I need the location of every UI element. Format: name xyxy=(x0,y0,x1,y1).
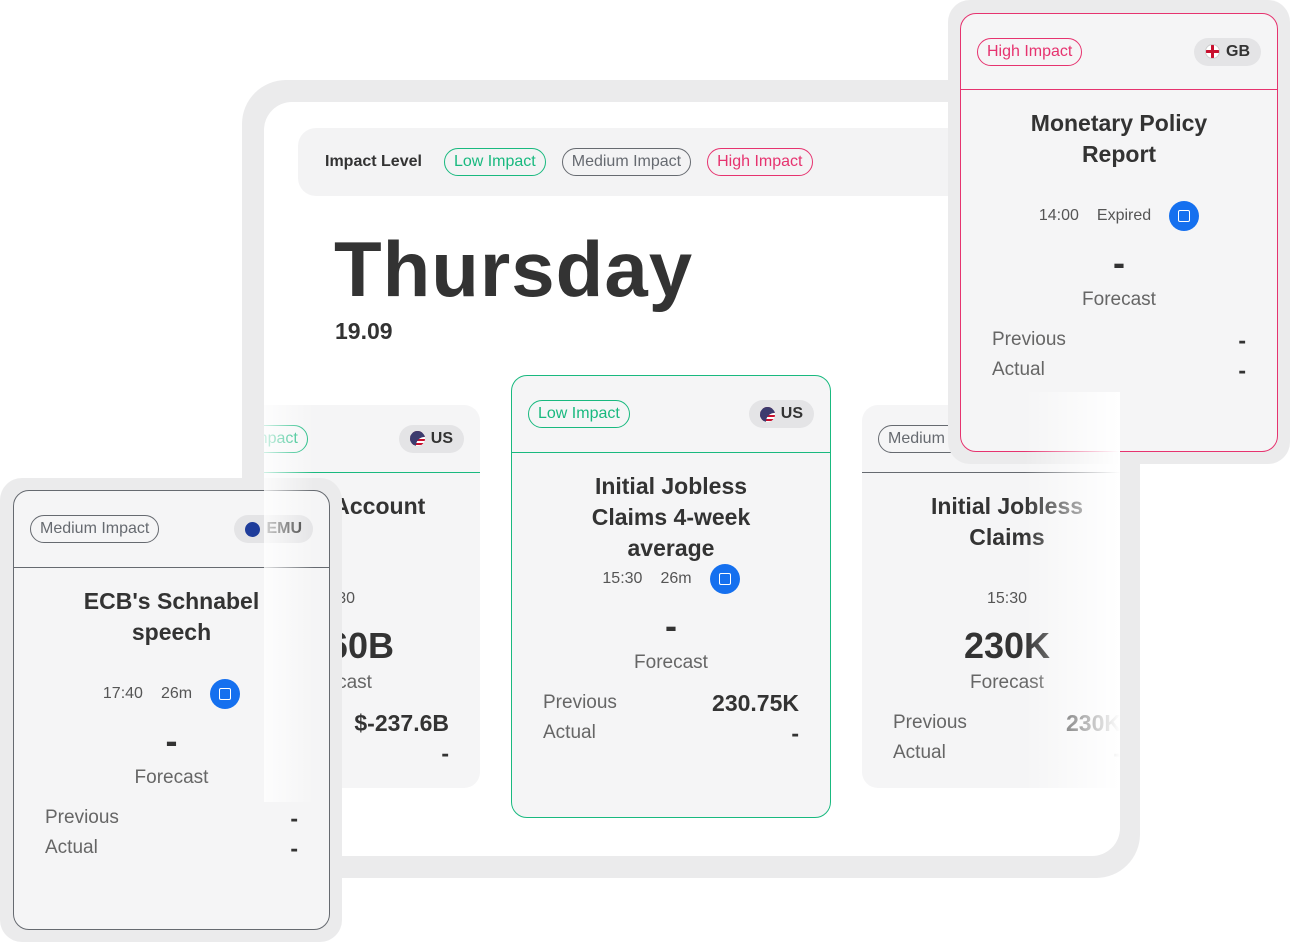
previous-label: Previous xyxy=(893,712,967,733)
filter-options: Low Impact Medium Impact High Impact xyxy=(443,148,813,176)
event-time: 15:30 xyxy=(986,590,1028,607)
actual-value: - xyxy=(441,739,449,766)
previous-label: Previous xyxy=(45,807,119,828)
previous-value: - xyxy=(290,804,298,831)
event-time: 15:30 xyxy=(602,570,643,587)
country-code: GB xyxy=(1226,42,1250,60)
event-card[interactable]: High Impact GB Monetary Policy Report 14:00… xyxy=(960,13,1278,452)
previous-label: Previous xyxy=(543,692,617,713)
country-pill: US xyxy=(748,400,814,428)
calendar-icon xyxy=(219,688,232,700)
actual-value: - xyxy=(1238,356,1246,383)
add-calendar-button[interactable] xyxy=(210,679,241,709)
event-title: Initial Jobless Claims 4-week average xyxy=(591,473,751,561)
flag-icon xyxy=(759,406,775,422)
actual-row: Actual - xyxy=(14,833,329,863)
countdown: Expired xyxy=(1096,207,1152,224)
previous-value: $-237.6B xyxy=(354,709,449,736)
actual-label: Actual xyxy=(543,722,596,743)
forecast-value: - xyxy=(1113,242,1125,283)
day-date: 19.09 xyxy=(335,318,393,344)
filter-label: Impact Level xyxy=(325,153,422,170)
filter-option[interactable]: Low Impact xyxy=(443,148,546,176)
time-row: 14:00 Expired xyxy=(961,201,1277,231)
previous-value: - xyxy=(1238,326,1246,353)
event-title: ECB's Schnabel speech xyxy=(83,588,260,645)
calendar-icon xyxy=(1178,210,1191,222)
filter-bar: Impact Level Low Impact Medium Impact High… xyxy=(298,128,1058,196)
forecast-label: Forecast xyxy=(1082,289,1156,310)
previous-row: Previous - xyxy=(14,803,329,833)
event-time: 14:00 xyxy=(1038,207,1079,224)
countdown: 26m xyxy=(160,685,193,702)
impact-badge: Medium Impact xyxy=(30,515,160,543)
actual-row: Actual - xyxy=(512,718,830,748)
time-row: 15:30 xyxy=(862,584,1120,614)
forecast-value: - xyxy=(165,720,178,761)
forecast-value: - xyxy=(665,605,677,646)
fade xyxy=(264,392,314,802)
countdown: 26m xyxy=(660,570,692,587)
country-pill: US xyxy=(398,424,464,453)
flag-icon xyxy=(1205,44,1220,59)
flag-icon xyxy=(409,431,425,446)
add-calendar-button[interactable] xyxy=(1169,201,1200,231)
time-row: 17:40 26m xyxy=(14,679,329,709)
calendar-icon xyxy=(718,573,731,585)
actual-value: - xyxy=(290,834,298,861)
filter-option[interactable]: High Impact xyxy=(707,148,813,176)
flag-icon xyxy=(245,521,261,537)
actual-row: Actual - xyxy=(961,355,1277,385)
previous-row: Previous 230.75K xyxy=(512,688,830,718)
event-card[interactable]: Low Impact US Initial Jobless Claims 4-wee… xyxy=(511,375,831,818)
event-title: Monetary Policy Report xyxy=(1030,110,1208,167)
country-code: US xyxy=(430,429,453,447)
actual-label: Actual xyxy=(992,359,1045,380)
day-name: Thursday xyxy=(334,225,694,313)
previous-label: Previous xyxy=(992,329,1066,350)
actual-value: - xyxy=(791,719,799,746)
time-row: 15:30 26m xyxy=(512,564,830,594)
impact-badge: High Impact xyxy=(977,37,1083,66)
previous-row: Previous - xyxy=(961,325,1277,355)
card-header: Low Impact US xyxy=(512,376,830,453)
country-pill: GB xyxy=(1194,37,1261,66)
add-calendar-button[interactable] xyxy=(709,564,740,594)
event-time: 17:40 xyxy=(102,685,143,702)
impact-badge: Low Impact xyxy=(528,400,630,428)
previous-value: 230.75K xyxy=(712,689,799,716)
actual-label: Actual xyxy=(893,742,946,763)
filter-option[interactable]: Medium Impact xyxy=(561,148,692,176)
fade xyxy=(1024,392,1120,802)
card-header: High Impact GB xyxy=(961,14,1277,90)
actual-label: Actual xyxy=(45,837,98,858)
country-code: US xyxy=(780,405,803,422)
forecast-label: Forecast xyxy=(134,767,209,788)
forecast-label: Forecast xyxy=(634,652,708,673)
